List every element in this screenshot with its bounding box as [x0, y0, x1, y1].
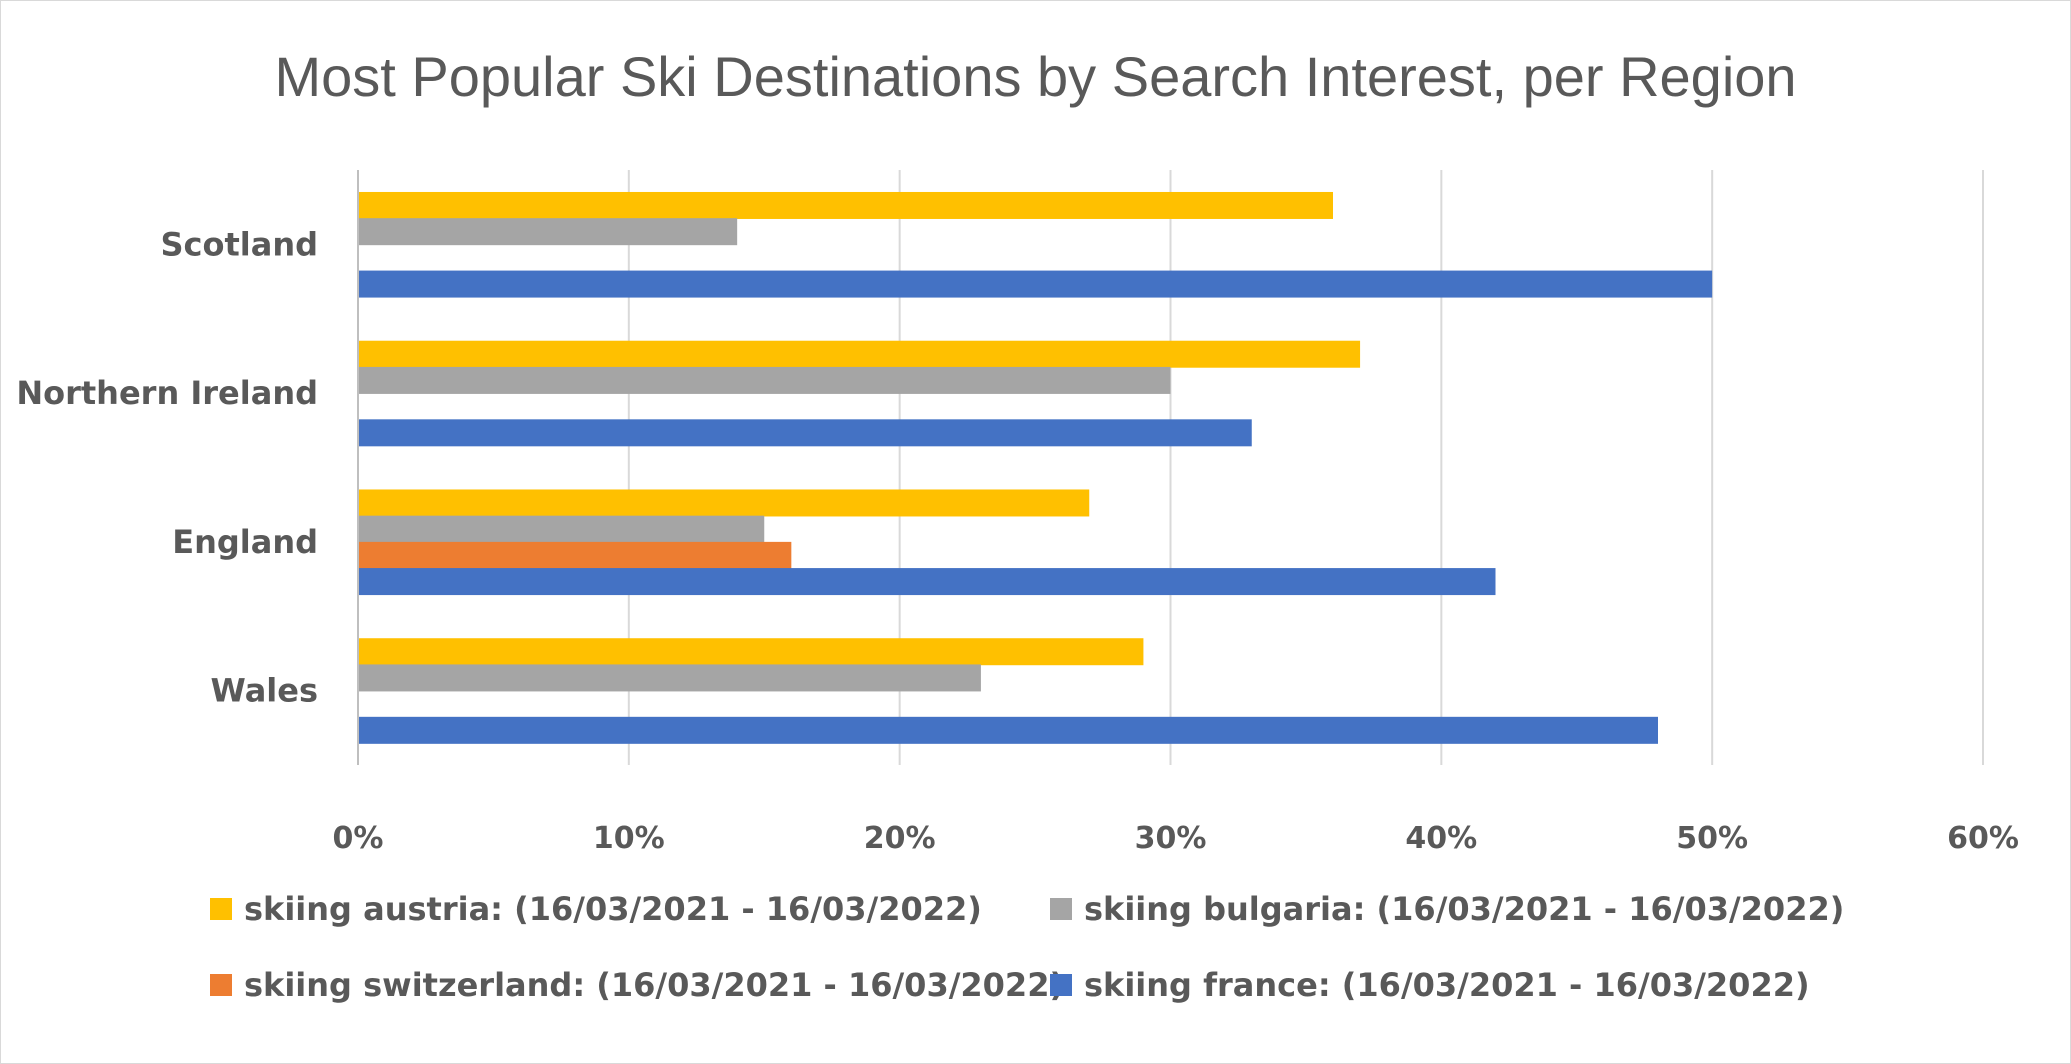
category-label: Scotland — [160, 225, 318, 263]
legend-item: skiing france: (16/03/2021 - 16/03/2022) — [1050, 966, 1810, 1004]
x-tick-label: 20% — [864, 821, 936, 856]
legend-label: skiing france: (16/03/2021 - 16/03/2022) — [1084, 966, 1810, 1004]
bar — [358, 489, 1090, 517]
x-tick-label: 0% — [333, 821, 384, 856]
bar — [358, 716, 1658, 744]
chart-title: Most Popular Ski Destinations by Search … — [274, 45, 1797, 108]
x-tick-label: 10% — [593, 821, 665, 856]
category-label: Wales — [211, 672, 318, 710]
legend-label: skiing switzerland: (16/03/2021 - 16/03/… — [244, 966, 1065, 1004]
legend-swatch — [210, 974, 232, 996]
x-tick-label: 50% — [1676, 821, 1748, 856]
bar — [358, 340, 1361, 368]
legend-swatch — [1050, 974, 1072, 996]
bar — [358, 419, 1252, 447]
x-tick-label: 60% — [1947, 821, 2019, 856]
bar — [358, 541, 792, 569]
category-label: Northern Ireland — [16, 374, 318, 412]
legend-swatch — [210, 898, 232, 920]
bar — [358, 218, 738, 246]
bar — [358, 366, 1171, 394]
bar — [358, 568, 1496, 596]
x-tick-label: 40% — [1405, 821, 1477, 856]
legend-item: skiing bulgaria: (16/03/2021 - 16/03/202… — [1050, 890, 1844, 928]
bar — [358, 664, 981, 692]
category-label: England — [172, 523, 318, 561]
x-tick-label: 30% — [1135, 821, 1207, 856]
legend-swatch — [1050, 898, 1072, 920]
legend-label: skiing austria: (16/03/2021 - 16/03/2022… — [244, 890, 982, 928]
bar — [358, 638, 1144, 666]
legend-label: skiing bulgaria: (16/03/2021 - 16/03/202… — [1084, 890, 1845, 928]
bar — [358, 191, 1333, 219]
legend-item: skiing austria: (16/03/2021 - 16/03/2022… — [210, 890, 982, 928]
legend-item: skiing switzerland: (16/03/2021 - 16/03/… — [210, 966, 1064, 1004]
bar — [358, 270, 1713, 298]
bar — [358, 515, 765, 543]
